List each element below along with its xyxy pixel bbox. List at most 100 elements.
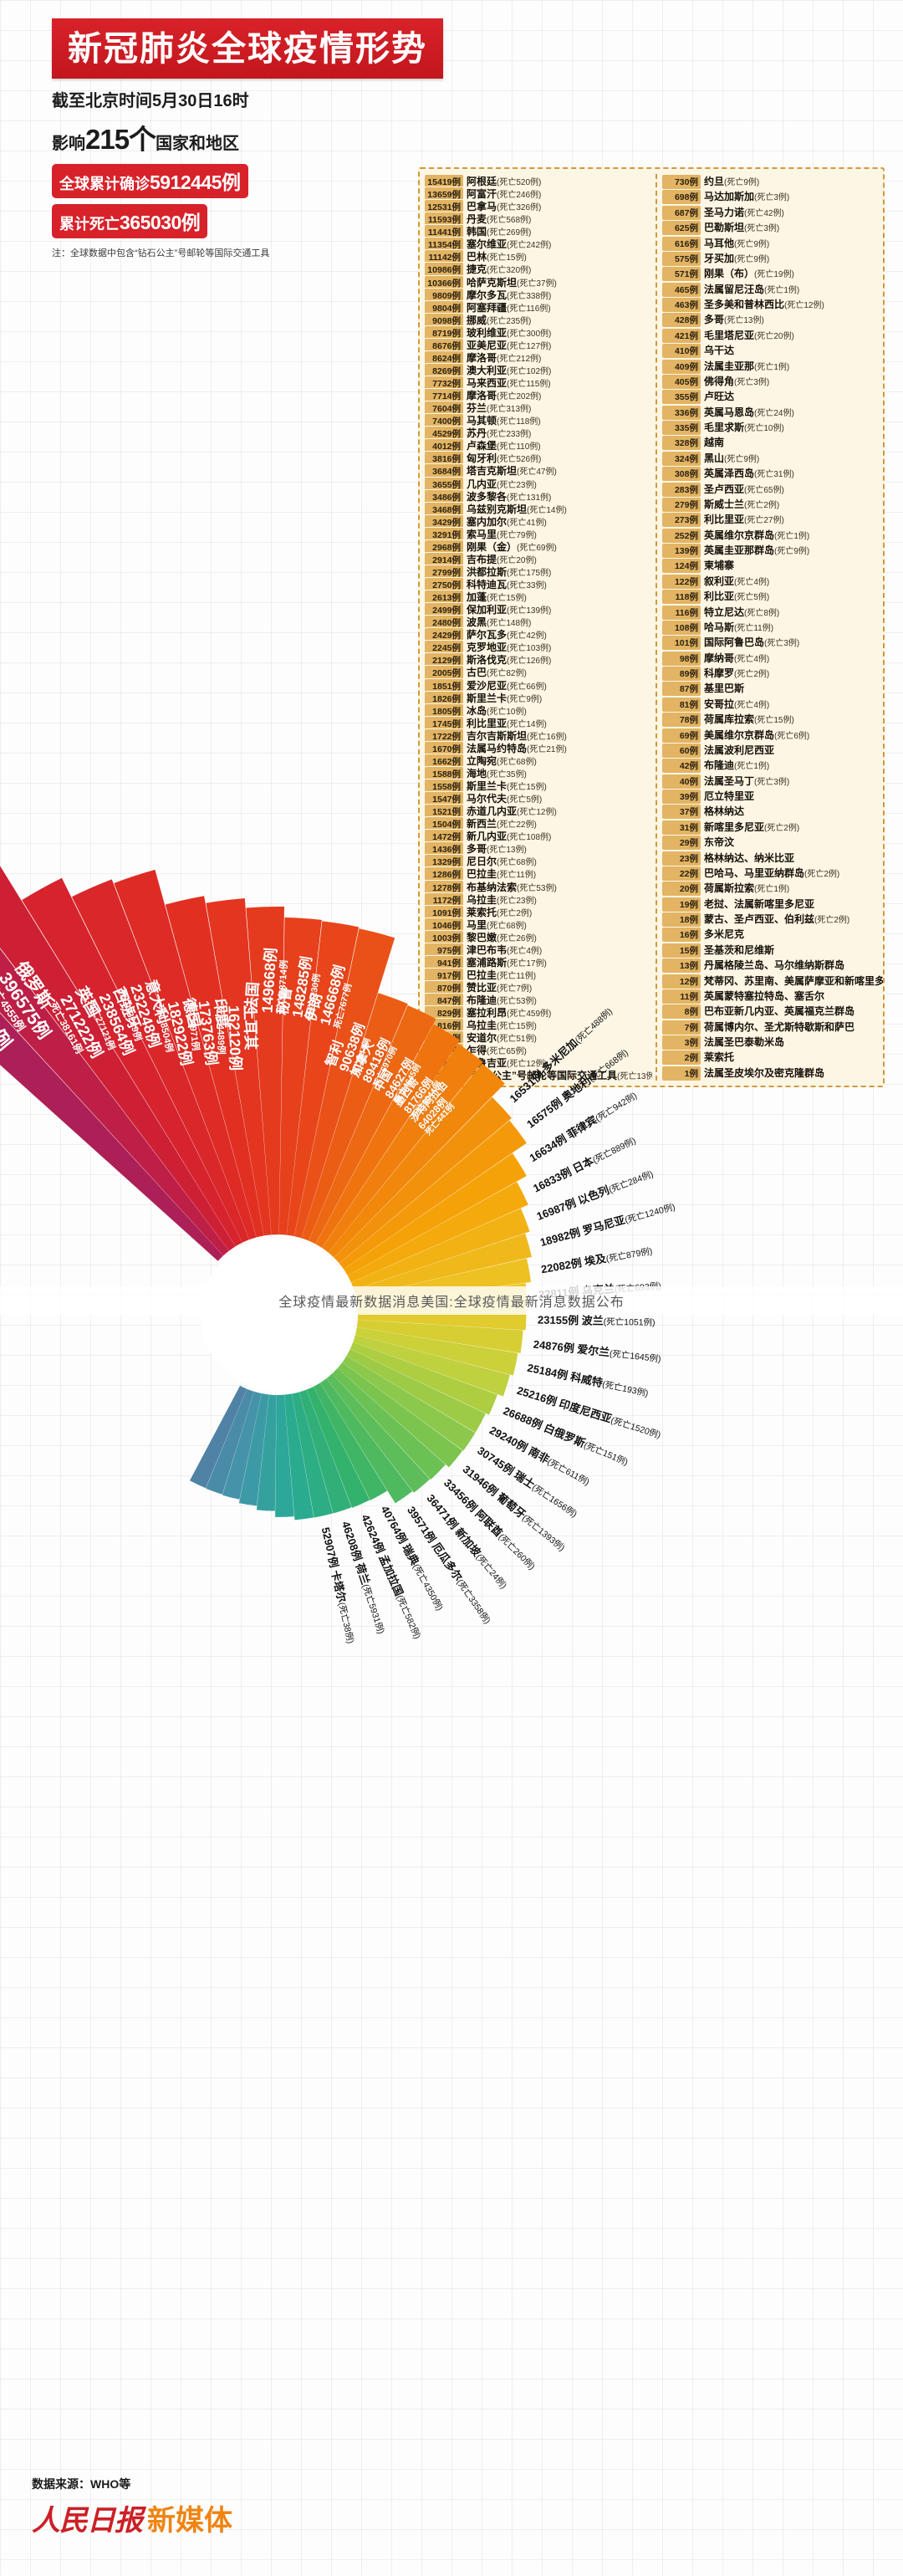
list-item-deaths: (死亡2例) xyxy=(804,869,840,879)
list-item-deaths: (死亡242例) xyxy=(507,241,552,250)
list-item-country: 布隆迪(死亡53例) xyxy=(467,994,537,1006)
list-item-country: 佛得角(死亡3例) xyxy=(704,375,770,387)
global-confirmed-label: 全球累计确诊 xyxy=(59,176,150,192)
list-item: 118例 利比亚(死亡5例) xyxy=(662,589,883,605)
list-item-cases: 12例 xyxy=(662,974,701,989)
list-item-country: 厄立特里亚 xyxy=(704,790,755,802)
chart-wedge[interactable] xyxy=(337,1362,463,1468)
list-item-deaths: (死亡11例) xyxy=(497,871,537,880)
list-item-deaths: (死亡9例) xyxy=(724,178,760,187)
list-item: 941例 塞浦路斯(死亡17例) xyxy=(425,955,652,968)
chart-wedge[interactable] xyxy=(292,1392,334,1518)
chart-wedge[interactable] xyxy=(238,1393,269,1506)
chart-wedge[interactable] xyxy=(165,896,264,1238)
list-item-deaths: (死亡127例) xyxy=(507,341,552,350)
chart-wedge[interactable] xyxy=(332,1367,446,1480)
chart-wedge[interactable] xyxy=(278,917,322,1235)
list-item-cases: 7604例 xyxy=(425,401,463,414)
list-item-country: 巴拉圭(死亡11例) xyxy=(467,969,537,980)
list-item-cases: 13659例 xyxy=(425,187,463,200)
chart-wedge[interactable] xyxy=(313,1383,388,1500)
chart-wedge[interactable] xyxy=(353,1335,510,1397)
list-item: 15例 圣基茨和尼维斯 xyxy=(662,943,883,958)
chart-wedge[interactable] xyxy=(315,1024,461,1249)
chart-wedge[interactable] xyxy=(0,844,229,1256)
list-item-cases: 308例 xyxy=(662,467,701,482)
list-item-cases: 69例 xyxy=(662,728,701,743)
affected-count: 215个 xyxy=(85,124,156,155)
list-item-deaths: (死亡3例) xyxy=(754,777,790,787)
list-item-deaths: (死亡338例) xyxy=(507,291,552,300)
list-item-cases: 1091例 xyxy=(425,905,463,917)
list-item-deaths: (死亡4例) xyxy=(734,577,770,587)
chart-wedge[interactable] xyxy=(189,1385,247,1489)
chart-wedge[interactable] xyxy=(286,921,360,1237)
chart-wedge[interactable] xyxy=(256,1394,277,1511)
list-item-country: 萨尔瓦多(死亡42例) xyxy=(467,629,547,641)
chart-wedge[interactable] xyxy=(347,1181,528,1283)
list-item-deaths: (死亡6例) xyxy=(774,731,810,741)
list-item: 847例 布隆迪(死亡53例) xyxy=(425,993,652,1006)
chart-wedge[interactable] xyxy=(206,1388,254,1495)
chart-wedge[interactable] xyxy=(22,877,242,1247)
list-item-cases: 698例 xyxy=(662,190,701,205)
global-confirmed-value: 5912445例 xyxy=(150,171,241,193)
chart-wedge[interactable] xyxy=(222,1391,262,1500)
chart-wedge[interactable] xyxy=(309,1005,436,1245)
chart-wedge[interactable] xyxy=(350,1208,530,1290)
chart-wedge[interactable] xyxy=(326,1373,431,1493)
list-item-deaths: (死亡66例) xyxy=(507,682,547,691)
chart-wedge[interactable] xyxy=(71,879,249,1243)
list-item-deaths: (死亡2例) xyxy=(764,823,800,833)
chart-wedge[interactable] xyxy=(114,869,257,1240)
list-item-country: 巴勒斯坦(死亡3例) xyxy=(704,222,780,234)
chart-wedge[interactable] xyxy=(328,1063,505,1258)
list-item: 13659例 阿富汗(死亡246例) xyxy=(425,187,652,200)
chart-wedge[interactable] xyxy=(349,1342,497,1415)
chart-wedge[interactable] xyxy=(322,1043,483,1253)
chart-wedge[interactable] xyxy=(339,1120,527,1270)
chart-wedge[interactable] xyxy=(334,1096,512,1264)
list-item-deaths: (死亡10例) xyxy=(487,707,527,716)
chart-wedge[interactable] xyxy=(356,1320,523,1353)
list-item-country: 洪都拉斯(死亡175例) xyxy=(467,565,552,577)
chart-wedge[interactable] xyxy=(319,1378,413,1504)
chart-wedge[interactable] xyxy=(283,1393,314,1521)
list-item-cases: 328例 xyxy=(662,436,701,451)
chart-wedge[interactable] xyxy=(355,1327,518,1376)
chart-wedge[interactable] xyxy=(298,1389,352,1514)
chart-wedge[interactable] xyxy=(0,841,236,1251)
list-item-deaths: (死亡47例) xyxy=(517,468,557,477)
chart-wedge[interactable] xyxy=(206,897,272,1236)
chart-wedge[interactable] xyxy=(342,1356,476,1451)
chart-wedge[interactable] xyxy=(0,601,223,1261)
chart-wedge[interactable] xyxy=(306,1386,370,1508)
list-item: 1662例 立陶宛(死亡68例) xyxy=(425,754,652,766)
chart-wedge[interactable] xyxy=(346,1349,486,1433)
chart-wedge[interactable] xyxy=(301,993,408,1241)
chart-wedge[interactable] xyxy=(275,1394,294,1517)
chart-wedge[interactable] xyxy=(293,928,395,1239)
list-item: 2480例 波黑(死亡148例) xyxy=(425,615,652,628)
list-item: 1472例 新几内亚(死亡108例) xyxy=(425,829,652,842)
list-item-country: 塔吉克斯坦(死亡47例) xyxy=(467,465,557,477)
list-item-cases: 101例 xyxy=(662,636,701,651)
list-item-cases: 2429例 xyxy=(425,628,463,641)
list-item-deaths: (死亡14例) xyxy=(527,505,567,514)
chart-wedge[interactable] xyxy=(246,906,285,1235)
list-item-country: 塞内加尔(死亡41例) xyxy=(467,515,547,527)
list-item-cases: 40例 xyxy=(662,774,701,789)
list-item-deaths: (死亡1例) xyxy=(774,531,810,541)
fan-chart-svg xyxy=(0,601,532,1521)
list-item-country: 立陶宛(死亡68例) xyxy=(467,754,537,766)
list-item-deaths: (死亡568例) xyxy=(487,216,532,225)
list-item-country: 匈牙利(死亡526例) xyxy=(467,452,542,464)
list-item-cases: 124例 xyxy=(662,559,701,574)
list-item-cases: 575例 xyxy=(662,251,701,266)
chart-wedge[interactable] xyxy=(354,1233,532,1297)
data-note: 注：全球数据中包含“钻石公主”号邮轮等国际交通工具 xyxy=(52,248,270,258)
list-item: 10986例 捷克(死亡320例) xyxy=(425,262,652,275)
list-item-deaths: (死亡17例) xyxy=(507,958,547,968)
list-item-country: 英属泽西岛(死亡31例) xyxy=(704,468,794,480)
chart-wedge[interactable] xyxy=(344,1153,527,1276)
